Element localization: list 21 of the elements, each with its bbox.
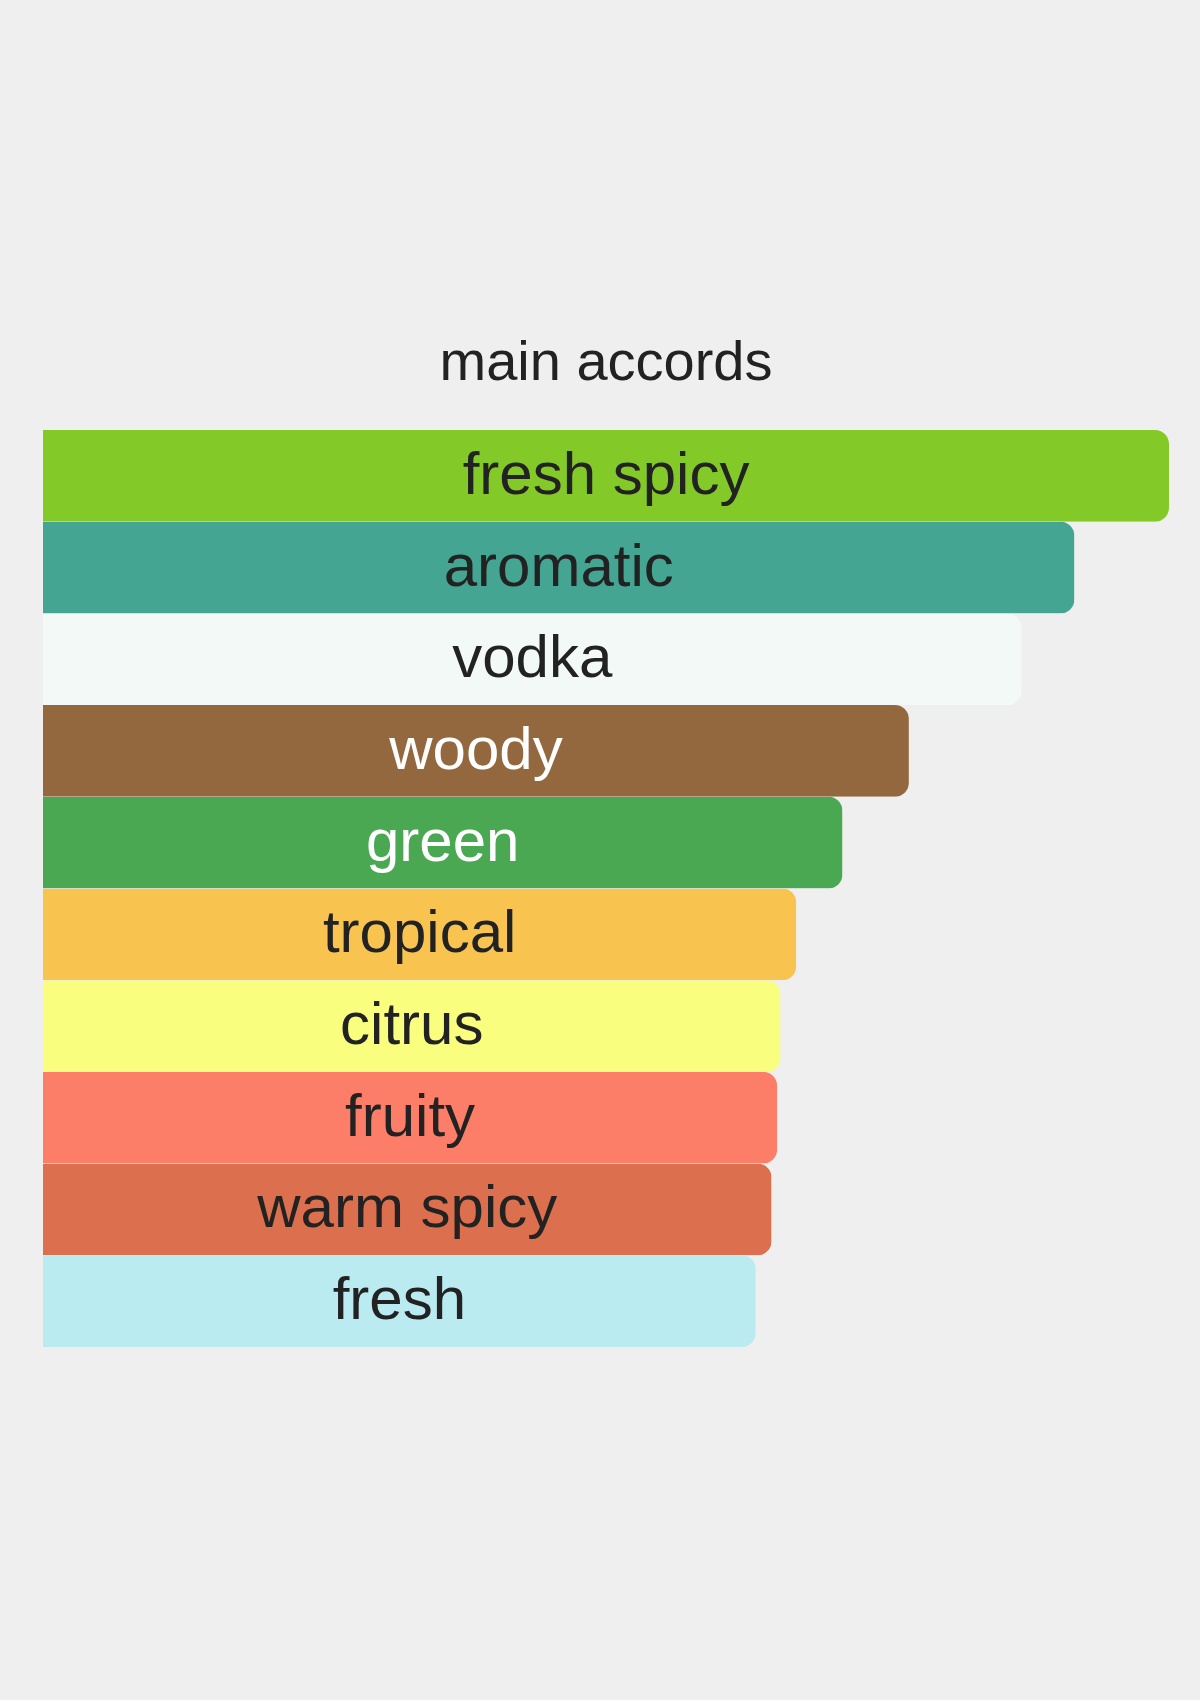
y-tick-label: green (366, 806, 520, 874)
bar (43, 521, 1075, 614)
y-tick-label: citrus (340, 990, 484, 1058)
bar (43, 613, 1022, 706)
y-tick-label: fruity (345, 1081, 476, 1149)
bar (43, 1163, 772, 1256)
bar (43, 980, 781, 1072)
y-tick-label: fresh spicy (462, 439, 750, 507)
y-tick-label: warm spicy (256, 1173, 558, 1241)
y-tick-label: aromatic (443, 531, 674, 599)
bar (43, 796, 843, 889)
y-tick-label: vodka (452, 623, 613, 691)
y-tick-label: fresh (332, 1265, 467, 1333)
bar (43, 1071, 778, 1164)
chart-title: main accords (439, 329, 773, 392)
bar (43, 430, 1169, 522)
y-tick-label: tropical (322, 898, 517, 966)
bar (43, 705, 909, 797)
bar (43, 1255, 756, 1347)
bar (43, 888, 797, 981)
y-tick-label: woody (388, 714, 563, 782)
